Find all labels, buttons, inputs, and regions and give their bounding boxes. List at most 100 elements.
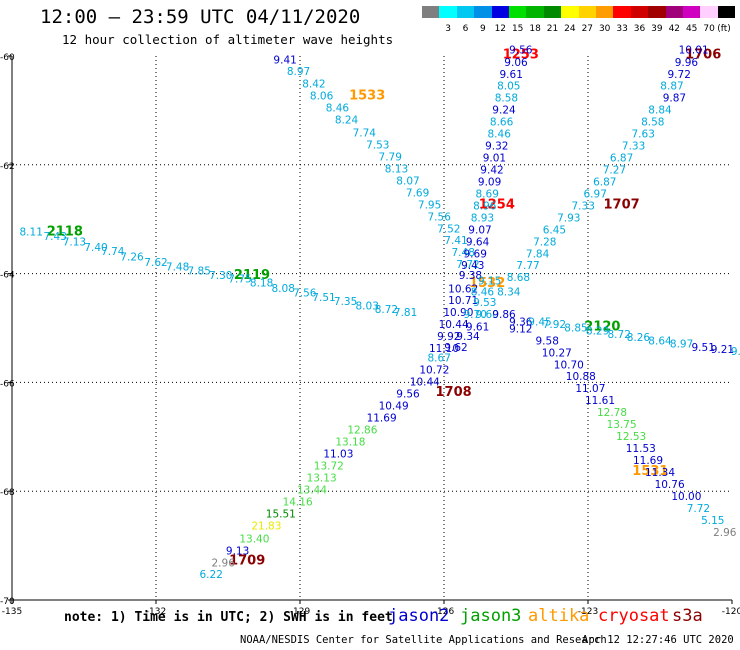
swh-data-label: 8.64 [648, 335, 672, 347]
swh-data-label: 7.63 [632, 129, 655, 141]
x-tick-label: -123 [578, 607, 598, 617]
swh-data-label: 9.4 [731, 346, 740, 358]
legend-swatch [474, 6, 492, 18]
legend-bin-label: 18 [529, 24, 541, 34]
swh-data-label: 7.27 [603, 165, 626, 177]
swh-data-label: 8.11 [20, 227, 43, 239]
x-tick-label: -129 [290, 607, 311, 617]
swh-data-label: 11.61 [585, 395, 615, 407]
legend-bin-label: 27 [581, 24, 594, 34]
swh-data-label: 9.56 [396, 389, 420, 401]
swh-data-label: 8.13 [385, 163, 408, 175]
swh-data-label: 12.86 [347, 425, 377, 437]
swh-data-label: 11.53 [626, 443, 656, 455]
swh-data-label: 10.88 [566, 371, 596, 383]
swh-data-label: 12.78 [597, 407, 627, 419]
swh-data-label: 7.93 [557, 212, 580, 224]
swh-data-label: 9.41 [273, 55, 296, 67]
swh-data-label: 8.84 [648, 105, 672, 117]
swh-data-label: 8.26 [627, 332, 651, 344]
swh-data-label: 8.24 [335, 114, 359, 126]
swh-data-label: 21.83 [251, 520, 281, 532]
swh-data-label: 7.72 [687, 503, 710, 515]
swh-data-label: 9.12 [509, 323, 532, 335]
swh-data-label: 9.09 [478, 176, 501, 188]
legend-swatch [491, 6, 509, 18]
swh-data-label: 9.21 [711, 344, 734, 356]
chart-subtitle: 12 hour collection of altimeter wave hei… [62, 32, 394, 47]
swh-data-label: 7.53 [366, 139, 389, 151]
swh-data-label: 9.62 [444, 342, 467, 354]
swh-data-label: 13.75 [607, 419, 637, 431]
legend-bin-label: 45 [685, 24, 698, 34]
legend-bin-label: 24 [564, 24, 576, 34]
legend-swatch [561, 6, 579, 18]
swh-data-label: 9.86 [492, 309, 516, 321]
pass-labels: 1253 1706 1533 1254 1707 2118 2119 1532 2120 1708… [47, 48, 722, 569]
swh-data-label: 8.72 [608, 329, 631, 341]
swh-data-label: 2.96 [713, 527, 737, 539]
swh-data-label: 10.72 [419, 365, 449, 377]
swh-data-label: 13.18 [335, 437, 365, 449]
legend-swatch [526, 6, 544, 18]
swh-data-label: 9.43 [461, 260, 484, 272]
satellite-name: jason3 [460, 606, 522, 626]
swh-data-label: 7.33 [622, 141, 645, 153]
swh-data-label: 7.52 [437, 223, 460, 235]
swh-data-label: 9.07 [468, 224, 491, 236]
swh-data-label: 7.62 [144, 257, 167, 269]
swh-data-label: 9.72 [668, 69, 691, 81]
swh-data-label: 9.24 [492, 105, 516, 117]
y-tick-label: -70 [0, 597, 15, 607]
swh-data-label: 8.05 [497, 81, 520, 93]
swh-data-label: 8.87 [660, 81, 683, 93]
swh-data-label: 15.51 [266, 508, 296, 520]
legend-bin-label: 12 [494, 24, 507, 34]
grid-lines [8, 55, 733, 604]
pass-label: 2118 [47, 225, 83, 240]
legend-bin-label: 42 [668, 24, 681, 34]
swh-data-label: 6.45 [543, 224, 566, 236]
swh-data-label: 8.85 [564, 322, 587, 334]
swh-data-label: 7.69 [406, 187, 429, 199]
swh-data-label: 9.70 [464, 309, 487, 321]
y-tick-label: -64 [0, 271, 15, 281]
swh-data-label: 7.56 [293, 287, 317, 299]
swh-data-label: 9.15 [478, 275, 501, 287]
swh-data-label: 5.15 [701, 515, 724, 527]
swh-data-label: 8.97 [670, 339, 693, 351]
swh-data-label: 2.96 [212, 557, 236, 569]
legend-swatch [717, 6, 736, 18]
swh-data-label: 11.69 [633, 455, 663, 467]
legend-swatch [456, 6, 475, 18]
swh-data-label: 8.46 [471, 286, 495, 298]
legend-bin-label: 39 [651, 24, 663, 34]
footer-note: note: 1) Time is in UTC; 2) SWH is in fe… [64, 610, 393, 625]
swh-data-label: 7.75 [228, 273, 251, 285]
pass-label: 1707 [604, 197, 640, 212]
swh-data-label: 7.74 [353, 128, 377, 140]
pass-label: 1706 [685, 48, 721, 63]
swh-data-label: 10.44 [410, 377, 440, 389]
data-points: 9.418.978.428.068.468.247.747.537.798.13… [20, 44, 740, 581]
legend-swatch [665, 6, 683, 18]
swh-data-label: 7.56 [428, 211, 452, 223]
swh-data-label: 8.58 [641, 117, 664, 129]
pass-label: 2120 [584, 320, 620, 335]
legend-swatch [683, 6, 701, 18]
legend-swatch [596, 6, 614, 18]
legend-swatch [700, 6, 718, 18]
swh-data-label: 10.49 [379, 401, 409, 413]
swh-data-label: 8.03 [356, 301, 379, 313]
swh-data-label: 9.60 [476, 309, 499, 321]
legend-swatch [439, 6, 457, 18]
swh-data-label: 11.07 [575, 383, 605, 395]
swh-data-label: 7.40 [84, 242, 107, 254]
pass-label: 1253 [503, 48, 539, 63]
swh-data-label: 8.69 [476, 188, 499, 200]
swh-data-label: 13.72 [314, 460, 344, 472]
swh-data-label: 8.66 [490, 117, 514, 129]
swh-data-label: 10.62 [448, 284, 478, 296]
swh-data-label: 7.79 [379, 151, 402, 163]
swh-data-label: 7.30 [209, 270, 232, 282]
